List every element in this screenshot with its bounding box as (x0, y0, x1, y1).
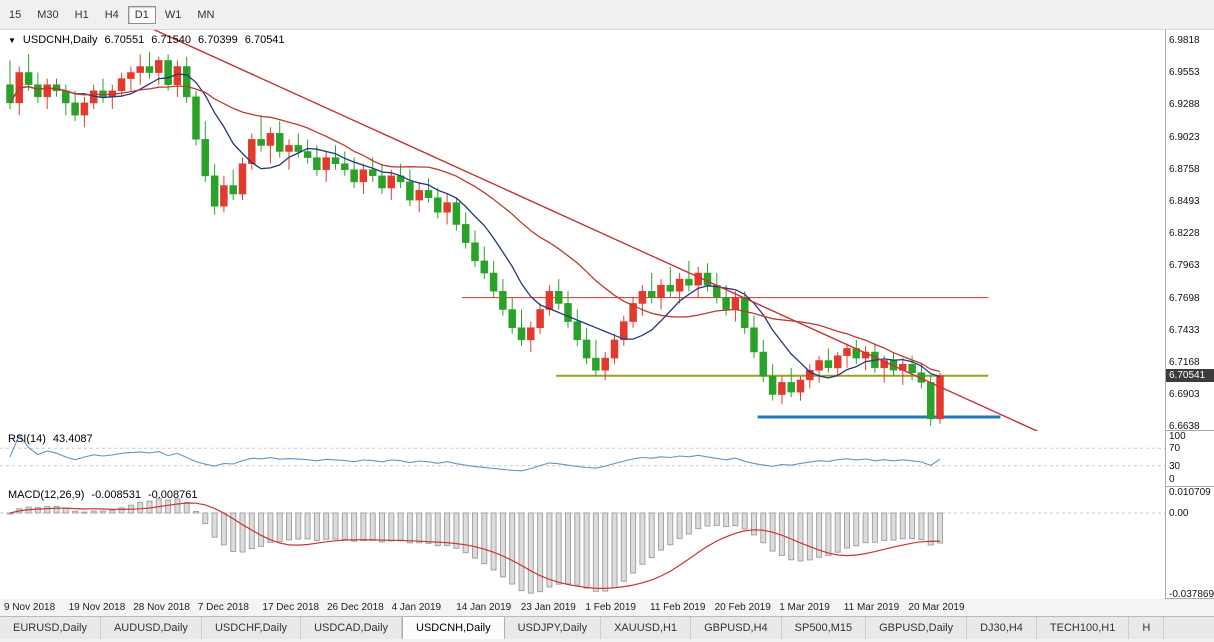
tab-xauusd-h1[interactable]: XAUUSD,H1 (601, 617, 692, 639)
price-scale-label: 6.8228 (1169, 228, 1200, 240)
macd-indicator-row: MACD(12,26,9) -0.008531 -0.008761 0.0107… (0, 487, 1214, 599)
tab-sp500-m15[interactable]: SP500,M15 (782, 617, 867, 639)
tab-usdcnh-daily[interactable]: USDCNH,Daily (402, 617, 505, 639)
date-label: 19 Nov 2018 (68, 602, 126, 613)
date-label: 26 Dec 2018 (327, 602, 384, 613)
current-price-tag: 6.70541 (1166, 368, 1214, 382)
rsi-scale-label: 70 (1169, 443, 1181, 455)
time-axis[interactable]: 9 Nov 2018 19 Nov 2018 28 Nov 2018 7 Dec 20… (0, 599, 1214, 617)
macd-scale-label: 0.010709 (1169, 487, 1211, 498)
price-scale-label: 6.6903 (1169, 389, 1200, 401)
tab-usdchf-daily[interactable]: USDCHF,Daily (202, 617, 302, 639)
descending-trendline (153, 30, 1039, 431)
chart-marker-icon: ▼ (8, 35, 16, 45)
macd-scale[interactable]: 0.010709 0.00 -0.037869 (1165, 487, 1214, 598)
macd-scale-label: -0.037869 (1169, 589, 1214, 598)
rsi-scale-label: 30 (1169, 460, 1181, 472)
price-scale[interactable]: 6.70541 6.9818 6.9553 6.9288 6.9023 6.8758 6.… (1165, 30, 1214, 430)
ma-slow-line (9, 85, 941, 373)
rsi-scale-label: 100 (1169, 431, 1186, 442)
timeframe-button-d1[interactable]: D1 (127, 5, 156, 24)
timeframe-button-w1[interactable]: W1 (158, 6, 189, 24)
macd-chart-canvas[interactable] (0, 487, 1165, 599)
macd-panel[interactable]: MACD(12,26,9) -0.008531 -0.008761 (0, 487, 1165, 599)
tab-usdjpy-daily[interactable]: USDJPY,Daily (505, 617, 602, 639)
date-label: 23 Jan 2019 (520, 602, 576, 613)
chart-ohlc-header: ▼ USDCNH,Daily 6.70551 6.71540 6.70399 6… (8, 34, 285, 46)
price-chart-panel[interactable]: ▼ USDCNH,Daily 6.70551 6.71540 6.70399 6… (0, 30, 1165, 431)
rsi-indicator-row: RSI(14) 43.4087 100 70 30 0 (0, 431, 1214, 487)
date-label: 28 Nov 2018 (133, 602, 190, 613)
rsi-value: 43.4087 (52, 433, 93, 445)
rsi-scale[interactable]: 100 70 30 0 (1165, 431, 1214, 486)
rsi-header: RSI(14) 43.4087 (8, 433, 93, 445)
date-label: 9 Nov 2018 (4, 602, 56, 613)
candlestick-chart-canvas[interactable] (0, 30, 1165, 431)
tab-dj30-h4[interactable]: DJ30,H4 (967, 617, 1037, 639)
macd-scale-label: 0.00 (1169, 508, 1189, 519)
close-value: 6.70541 (244, 34, 285, 46)
price-scale-label: 6.7698 (1169, 292, 1200, 304)
price-chart-row: ▼ USDCNH,Daily 6.70551 6.71540 6.70399 6… (0, 30, 1214, 431)
date-label: 17 Dec 2018 (262, 602, 320, 613)
price-scale-label: 6.9553 (1169, 67, 1200, 79)
chart-tab-bar: EURUSD,Daily AUDUSD,Daily USDCHF,Daily USDC… (0, 617, 1214, 639)
timeframe-button-h4[interactable]: H4 (98, 6, 126, 24)
tab-tech100-h1[interactable]: TECH100,H1 (1037, 617, 1130, 639)
macd-value-signal: -0.008761 (147, 489, 198, 501)
price-scale-label: 6.7963 (1169, 260, 1200, 272)
macd-name-label: MACD(12,26,9) (8, 489, 85, 501)
rsi-chart-canvas[interactable] (0, 431, 1165, 487)
tab-gbpusd-daily[interactable]: GBPUSD,Daily (866, 617, 968, 639)
price-scale-label: 6.9023 (1169, 131, 1200, 143)
low-value: 6.70399 (198, 34, 238, 46)
rsi-line (9, 433, 941, 472)
date-label: 4 Jan 2019 (391, 602, 442, 613)
date-label: 1 Mar 2019 (779, 602, 830, 613)
date-label: 14 Jan 2019 (456, 602, 512, 613)
candles (6, 51, 944, 427)
price-scale-label: 6.8758 (1169, 163, 1200, 175)
macd-signal-line (9, 502, 941, 590)
rsi-panel[interactable]: RSI(14) 43.4087 (0, 431, 1165, 487)
price-scale-label: 6.9288 (1169, 99, 1200, 111)
tab-gbpusd-h4[interactable]: GBPUSD,H4 (691, 617, 782, 639)
macd-value-main: -0.008531 (91, 489, 141, 501)
price-scale-label: 6.8493 (1169, 195, 1200, 207)
macd-header: MACD(12,26,9) -0.008531 -0.008761 (8, 489, 198, 501)
high-value: 6.71540 (151, 34, 192, 46)
date-label: 1 Feb 2019 (585, 602, 636, 613)
rsi-name-label: RSI(14) (8, 433, 46, 445)
price-scale-label: 6.7433 (1169, 324, 1200, 336)
rsi-scale-label: 0 (1169, 474, 1175, 485)
timeframe-button-m30[interactable]: M30 (30, 6, 65, 24)
tab-audusd-daily[interactable]: AUDUSD,Daily (101, 617, 202, 639)
timeframe-button-mn[interactable]: MN (190, 6, 221, 24)
timeframe-button-h1[interactable]: H1 (68, 6, 96, 24)
chart-symbol-label: USDCNH,Daily (22, 34, 98, 46)
date-label: 20 Mar 2019 (908, 602, 965, 613)
date-label: 7 Dec 2018 (197, 602, 249, 613)
ma-fast-line (9, 73, 941, 379)
date-label: 20 Feb 2019 (714, 602, 771, 613)
macd-histogram (7, 498, 943, 594)
timeframe-toolbar: 15 M30 H1 H4 D1 W1 MN (0, 0, 1214, 30)
tab-eurusd-daily[interactable]: EURUSD,Daily (0, 617, 101, 639)
open-value: 6.70551 (104, 34, 145, 46)
tab-h[interactable]: H (1129, 617, 1165, 639)
price-scale-label: 6.6638 (1169, 421, 1200, 430)
price-scale-label: 6.7168 (1169, 356, 1200, 368)
date-label: 11 Feb 2019 (650, 602, 706, 613)
tab-usdcad-daily[interactable]: USDCAD,Daily (301, 617, 403, 639)
timeframe-button-15[interactable]: 15 (2, 6, 28, 24)
date-label: 11 Mar 2019 (843, 602, 900, 613)
price-scale-label: 6.9818 (1169, 34, 1200, 46)
